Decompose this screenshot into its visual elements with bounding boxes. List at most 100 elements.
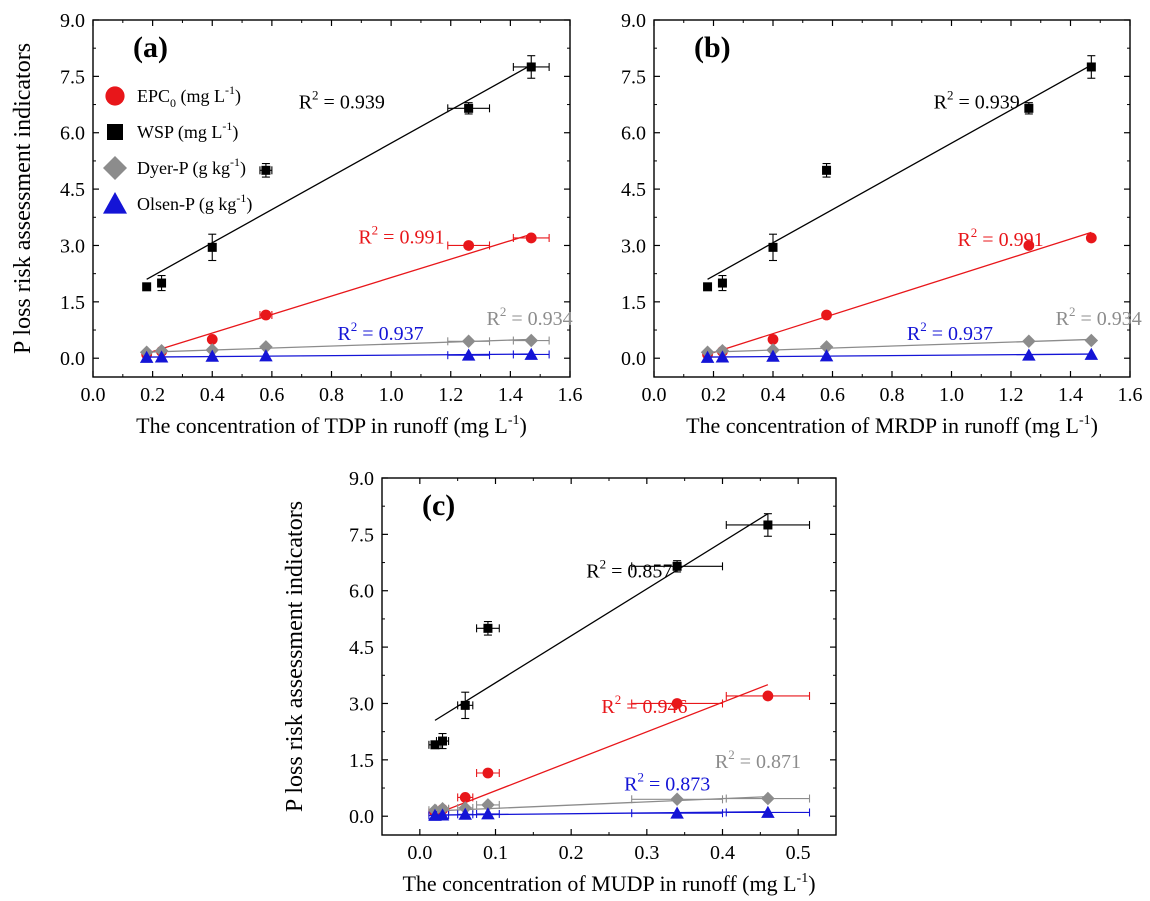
legend: EPC0 (mg L-1) WSP (mg L-1) Dyer-P (g kg-1)… xyxy=(103,83,252,215)
legend-label: Dyer-P (g kg-1) xyxy=(137,155,246,179)
x-axis-ticks: 0.0 0.2 0.4 0.6 0.8 1.0 1.2 1.4 1.6 xyxy=(81,20,583,406)
x-tick-label: 0.5 xyxy=(786,842,811,864)
data-point xyxy=(139,350,154,363)
fit-line xyxy=(707,231,1092,356)
data-point xyxy=(524,333,538,348)
data-point xyxy=(461,348,476,361)
panel-label: (a) xyxy=(133,31,168,64)
data-point xyxy=(459,792,471,803)
x-tick-label: 1.2 xyxy=(438,384,463,406)
data-point xyxy=(157,278,167,288)
y-tick-label: 6.0 xyxy=(60,123,85,145)
x-tick-label: 0.6 xyxy=(259,384,284,406)
series-olsen-p: R2 = 0.937 xyxy=(139,319,550,363)
data-point xyxy=(260,309,272,321)
data-point xyxy=(463,240,475,251)
x-tick-label: 0.2 xyxy=(559,842,584,864)
data-point xyxy=(1086,62,1096,72)
series-dyer-p: R2 = 0.934 xyxy=(139,304,573,359)
y-tick-label: 9.0 xyxy=(349,468,374,490)
data-point xyxy=(1022,334,1036,349)
data-point xyxy=(430,740,440,750)
data-point xyxy=(768,242,778,252)
data-point xyxy=(761,805,775,818)
r-squared-label: R2 = 0.873 xyxy=(624,770,710,796)
y-tick-label: 1.5 xyxy=(349,750,374,772)
series-olsen-p: R2 = 0.873 xyxy=(428,770,811,821)
data-point xyxy=(717,278,727,288)
y-tick-label: 1.5 xyxy=(621,292,646,314)
data-point xyxy=(259,349,273,362)
data-point xyxy=(206,334,218,345)
data-point xyxy=(207,242,217,252)
data-point xyxy=(822,165,832,175)
x-tick-label: 1.2 xyxy=(999,384,1024,406)
data-point xyxy=(703,282,713,292)
r-squared-label: R2 = 0.937 xyxy=(337,319,423,345)
y-tick-label: 0.0 xyxy=(60,348,85,370)
fit-line xyxy=(434,513,769,721)
data-point xyxy=(483,623,493,633)
legend-marker-epc xyxy=(105,86,125,106)
series-epc0: R2 = 0.991 xyxy=(141,223,550,360)
x-tick-label: 0.1 xyxy=(483,842,508,864)
panel-label: (c) xyxy=(422,489,455,522)
data-point xyxy=(766,349,780,362)
x-tick-label: 1.0 xyxy=(379,384,404,406)
y-axis-label: P loss risk assessment indicators xyxy=(10,43,36,354)
x-tick-label: 0.4 xyxy=(710,842,735,864)
legend-marker-wsp xyxy=(107,124,123,140)
data-point xyxy=(762,690,774,702)
series-dyer-p: R2 = 0.934 xyxy=(700,304,1142,359)
fit-line xyxy=(146,233,532,354)
data-point xyxy=(142,282,152,292)
data-point xyxy=(261,165,271,175)
panel-c: 0.0 0.1 0.2 0.3 0.4 0.5 0.0 1.5 3.0 4.5 6.0 7.5 9.0 T… xyxy=(282,468,837,896)
y-tick-label: 6.0 xyxy=(349,581,374,603)
x-tick-label: 0.8 xyxy=(319,384,344,406)
y-tick-label: 3.0 xyxy=(349,693,374,715)
r-squared-label: R2 = 0.939 xyxy=(299,87,385,113)
data-point xyxy=(464,103,474,113)
data-point xyxy=(1084,333,1099,348)
series-dyer-p: R2 = 0.871 xyxy=(428,747,811,817)
y-tick-label: 7.5 xyxy=(349,524,374,546)
data-point xyxy=(672,561,682,571)
data-point xyxy=(259,340,273,354)
x-tick-label: 1.0 xyxy=(939,384,964,406)
series-olsen-p: R2 = 0.937 xyxy=(700,319,1099,363)
y-axis-ticks: 0.0 1.5 3.0 4.5 6.0 7.5 9.0 xyxy=(621,10,1130,370)
data-point xyxy=(482,767,494,779)
y-tick-label: 7.5 xyxy=(621,66,646,88)
y-tick-label: 7.5 xyxy=(60,66,85,88)
legend-label: EPC0 (mg L-1) xyxy=(137,83,241,110)
data-point xyxy=(715,350,730,363)
data-point xyxy=(526,62,536,72)
data-point xyxy=(1022,348,1036,361)
r-squared-label: R2 = 0.937 xyxy=(907,319,993,345)
y-tick-label: 9.0 xyxy=(60,10,85,32)
legend-label: Olsen-P (g kg-1) xyxy=(137,191,252,215)
data-point xyxy=(525,232,537,244)
fit-line xyxy=(707,353,1092,358)
y-tick-label: 3.0 xyxy=(60,235,85,257)
r-squared-label: R2 = 0.991 xyxy=(957,225,1043,251)
y-tick-label: 4.5 xyxy=(60,179,85,201)
panel-a: 0.0 0.2 0.4 0.6 0.8 1.0 1.2 1.4 1.6 0.0 1.5 3.0 4.5 6… xyxy=(10,10,583,438)
data-point xyxy=(481,807,495,820)
data-point xyxy=(671,698,683,709)
data-point xyxy=(819,349,834,362)
series-wsp: R2 = 0.939 xyxy=(703,55,1096,292)
data-point xyxy=(438,736,448,746)
data-point xyxy=(154,350,169,363)
data-point xyxy=(1085,232,1097,244)
data-point xyxy=(481,798,495,812)
data-point xyxy=(763,520,773,530)
x-tick-label: 0.6 xyxy=(820,384,845,406)
data-point xyxy=(1084,347,1099,360)
r-squared-label: R2 = 0.857 xyxy=(586,557,672,583)
x-tick-label: 1.4 xyxy=(1058,384,1083,406)
x-tick-label: 0.0 xyxy=(407,842,432,864)
x-axis-label: The concentration of MRDP in runoff (mg … xyxy=(686,413,1098,438)
